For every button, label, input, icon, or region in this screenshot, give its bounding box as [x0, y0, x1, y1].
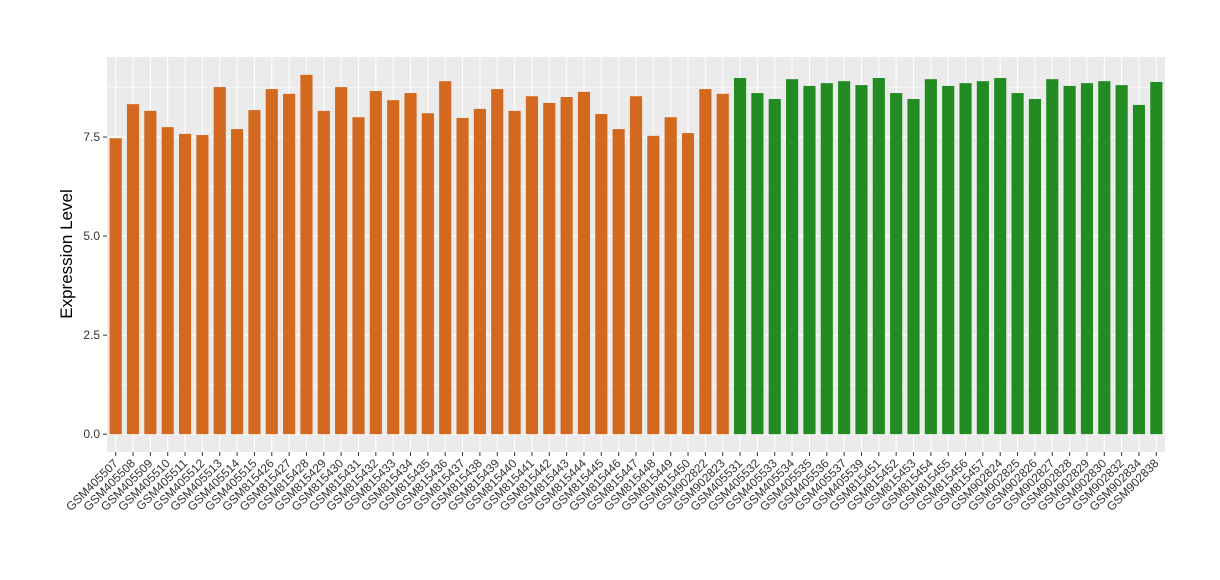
- bar: [387, 100, 400, 435]
- bar: [178, 133, 192, 435]
- bar: [1115, 85, 1128, 435]
- bar: [473, 108, 486, 435]
- bar: [647, 135, 660, 435]
- bar: [751, 93, 764, 435]
- bar: [231, 129, 244, 435]
- y-tick-label: 0.0: [83, 427, 100, 441]
- bar: [976, 81, 989, 435]
- bar: [317, 110, 330, 435]
- bar: [352, 117, 365, 435]
- bar: [872, 77, 885, 435]
- bar: [786, 79, 799, 435]
- bar: [439, 81, 452, 435]
- bar: [907, 98, 920, 435]
- bar: [959, 83, 972, 435]
- bar: [924, 79, 937, 435]
- bar: [1028, 98, 1041, 435]
- bar: [213, 87, 226, 435]
- bar: [1011, 93, 1024, 435]
- bar: [456, 118, 469, 435]
- bar: [855, 85, 868, 435]
- y-axis-title: Expression Level: [57, 189, 76, 318]
- bar: [716, 93, 729, 435]
- bar: [283, 93, 296, 435]
- bar: [421, 113, 434, 435]
- bar: [699, 89, 712, 435]
- bar: [664, 117, 677, 435]
- bar: [820, 83, 833, 435]
- bar: [144, 110, 157, 435]
- bar: [491, 89, 504, 435]
- y-tick-label: 2.5: [83, 328, 100, 342]
- bar: [838, 81, 851, 435]
- bar: [1063, 85, 1076, 435]
- bar: [577, 91, 591, 435]
- bar: [248, 110, 261, 435]
- bar: [681, 133, 695, 435]
- bar: [1132, 104, 1146, 435]
- bar: [126, 104, 140, 435]
- bar: [768, 98, 781, 435]
- bar: [525, 96, 539, 435]
- bar: [629, 96, 643, 435]
- bar: [595, 114, 608, 435]
- bar: [161, 127, 174, 435]
- bar: [994, 77, 1007, 435]
- bar: [196, 135, 209, 435]
- y-tick-label: 7.5: [83, 130, 100, 144]
- bar: [733, 77, 747, 435]
- bar: [612, 129, 625, 435]
- y-tick-label: 5.0: [83, 229, 100, 243]
- bar: [335, 87, 348, 435]
- bar: [890, 93, 903, 435]
- bar: [803, 85, 816, 435]
- bar: [1098, 81, 1111, 435]
- bar: [1150, 81, 1163, 435]
- bar: [300, 74, 313, 435]
- bar: [265, 89, 278, 435]
- bar: [404, 93, 417, 435]
- bar: [560, 97, 573, 435]
- bar: [1046, 79, 1059, 435]
- bar: [543, 102, 556, 435]
- bar: [508, 110, 521, 435]
- bar: [1080, 83, 1094, 435]
- bar: [109, 138, 122, 435]
- bar: [369, 91, 382, 435]
- bar: [942, 85, 955, 435]
